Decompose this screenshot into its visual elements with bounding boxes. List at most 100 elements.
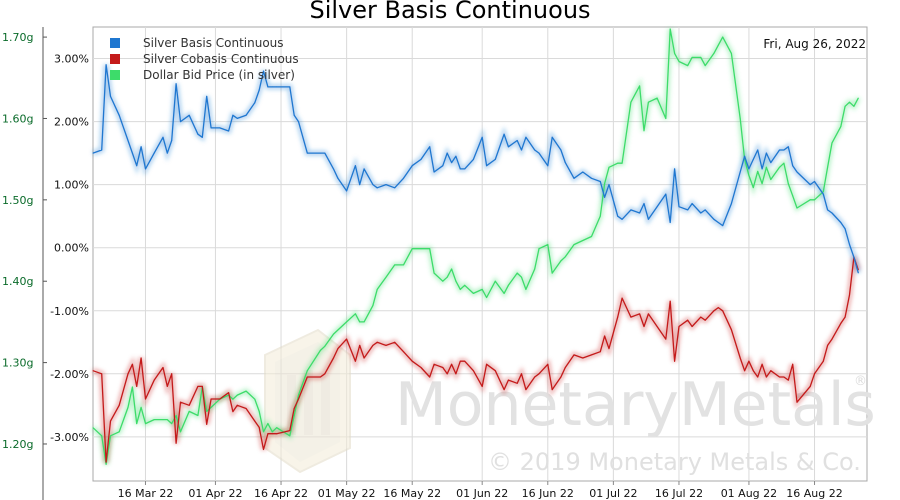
data-point [276, 433, 278, 435]
data-point [293, 114, 295, 116]
series-line [92, 64, 859, 274]
data-point [639, 85, 641, 87]
data-point [822, 193, 824, 195]
data-point [822, 360, 824, 362]
data-point [306, 152, 308, 154]
data-point [92, 152, 94, 154]
data-point [105, 64, 107, 66]
data-point [722, 225, 724, 227]
data-point [162, 367, 164, 368]
data-point [263, 431, 264, 433]
data-point [547, 363, 549, 365]
data-point [713, 310, 715, 312]
data-point [796, 171, 798, 173]
data-point [547, 165, 549, 167]
data-point [188, 114, 190, 116]
data-point [306, 370, 308, 372]
data-point [779, 376, 780, 378]
data-point [376, 341, 378, 343]
data-point [372, 344, 374, 346]
data-point [131, 152, 133, 154]
data-point [245, 390, 247, 392]
data-point [704, 319, 706, 321]
data-point [420, 248, 422, 250]
data-point [136, 423, 138, 425]
data-point [639, 313, 641, 315]
data-point [560, 149, 562, 151]
x-axis: 16 Mar 22 01 Apr 22 16 Apr 22 01 May 22 16 M… [118, 481, 843, 500]
data-point [765, 376, 767, 378]
data-point [319, 152, 321, 154]
data-point [761, 183, 763, 185]
data-point [236, 394, 238, 396]
data-point [232, 398, 234, 400]
data-point [127, 406, 129, 408]
data-point [604, 183, 606, 185]
data-point [849, 294, 850, 296]
left-tick-label: 1.00% [54, 179, 89, 192]
data-point [433, 171, 435, 173]
data-point [551, 136, 553, 138]
left-tick-label: 2.00% [54, 116, 89, 129]
data-point [809, 184, 811, 186]
data-point [324, 373, 326, 375]
data-point [118, 431, 120, 433]
data-point [254, 398, 256, 400]
data-point [831, 142, 833, 144]
data-point [691, 56, 693, 58]
data-point [748, 174, 750, 176]
data-point [110, 95, 111, 97]
data-point [507, 284, 509, 286]
data-point [394, 341, 396, 343]
data-point [136, 165, 138, 167]
right-tick-label: 1.40g [2, 275, 33, 288]
data-point [394, 187, 396, 189]
legend-swatch [110, 38, 120, 48]
data-point [748, 168, 750, 170]
data-point [792, 195, 794, 197]
data-point [258, 410, 260, 412]
data-point [814, 181, 815, 182]
data-point [538, 373, 540, 375]
data-point [665, 118, 667, 119]
data-point [271, 433, 273, 435]
data-point [162, 136, 164, 138]
data-point [687, 209, 689, 211]
data-point [263, 70, 264, 72]
data-point [446, 373, 448, 375]
legend-swatch [110, 54, 120, 64]
data-point [276, 427, 278, 429]
data-point [831, 212, 833, 214]
data-point [372, 305, 374, 307]
data-point [105, 463, 107, 465]
data-point [245, 408, 247, 409]
data-point [573, 177, 575, 179]
data-point [411, 248, 413, 250]
data-point [700, 316, 702, 318]
data-point [337, 177, 339, 179]
data-point [739, 357, 741, 359]
watermark-brand: MonetaryMetals [395, 370, 876, 440]
data-point [761, 363, 763, 365]
data-point [796, 401, 798, 403]
data-point [267, 423, 269, 425]
data-point [857, 272, 859, 274]
data-point [140, 406, 142, 408]
data-point [171, 373, 173, 375]
legend-label: Dollar Bid Price (in silver) [143, 68, 295, 82]
data-point [599, 181, 601, 182]
data-point [704, 65, 706, 67]
data-point [333, 168, 334, 170]
data-point [787, 183, 789, 185]
legend-label: Silver Cobasis Continuous [143, 52, 299, 66]
data-point [656, 206, 658, 208]
data-point [599, 215, 601, 217]
data-point [665, 338, 667, 340]
data-point [521, 149, 522, 151]
data-point [245, 114, 247, 116]
data-point [809, 199, 811, 201]
data-point [481, 288, 483, 290]
data-point [376, 288, 378, 290]
data-point [814, 373, 815, 375]
data-point [770, 179, 772, 180]
